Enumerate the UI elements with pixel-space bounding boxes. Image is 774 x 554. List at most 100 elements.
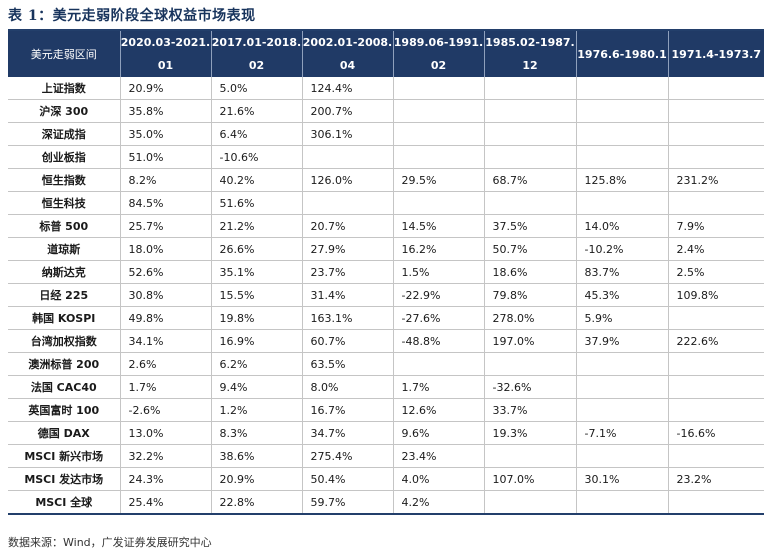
header-period-3: 2002.01-2008. 04 xyxy=(301,31,393,77)
return-cell xyxy=(393,145,485,169)
return-cell xyxy=(668,99,764,123)
return-cell: 2.6% xyxy=(120,352,212,376)
return-cell: 5.9% xyxy=(576,306,669,330)
header-line: 2020.03-2021. xyxy=(120,36,211,49)
return-cell: 49.8% xyxy=(120,306,212,330)
return-cell: 9.4% xyxy=(211,375,303,399)
header-row: 美元走弱区间 2020.03-2021. 01 2017.01-2018. 02 2002… xyxy=(8,31,764,77)
header-line: 2017.01-2018. xyxy=(211,36,302,49)
table-row: 纳斯达克 52.6% 35.1% 23.7% 1.5% 18.6% 83.7% 2.5% xyxy=(8,260,764,284)
return-cell: 18.6% xyxy=(484,260,577,284)
return-cell xyxy=(484,490,577,515)
return-cell xyxy=(393,77,485,100)
return-cell: 15.5% xyxy=(211,283,303,307)
return-cell xyxy=(576,444,669,468)
return-cell: 25.7% xyxy=(120,214,212,238)
return-cell: 84.5% xyxy=(120,191,212,215)
return-cell: 8.2% xyxy=(120,168,212,192)
table-row: 德国 DAX 13.0% 8.3% 34.7% 9.6% 19.3% -7.1% -16.6% xyxy=(8,421,764,445)
table-row: 深证成指 35.0% 6.4% 306.1% xyxy=(8,122,764,146)
return-cell xyxy=(668,145,764,169)
return-cell: 275.4% xyxy=(302,444,394,468)
return-cell: 18.0% xyxy=(120,237,212,261)
return-cell: -16.6% xyxy=(668,421,764,445)
return-cell xyxy=(484,352,577,376)
table-row: 恒生指数 8.2% 40.2% 126.0% 29.5% 68.7% 125.8% 231.2… xyxy=(8,168,764,192)
return-cell: 26.6% xyxy=(211,237,303,261)
return-cell: 30.8% xyxy=(120,283,212,307)
header-line: 1985.02-1987. xyxy=(485,36,575,49)
return-cell xyxy=(668,352,764,376)
return-cell xyxy=(576,490,669,515)
return-cell: 9.6% xyxy=(393,421,485,445)
return-cell xyxy=(668,306,764,330)
return-cell: 29.5% xyxy=(393,168,485,192)
return-cell xyxy=(668,191,764,215)
return-cell xyxy=(576,145,669,169)
return-cell xyxy=(484,122,577,146)
index-name-cell: 英国富时 100 xyxy=(8,398,121,422)
return-cell: 21.6% xyxy=(211,99,303,123)
table-title: 表 1：美元走弱阶段全球权益市场表现 xyxy=(8,8,256,24)
return-cell: -10.6% xyxy=(211,145,303,169)
return-cell: 23.4% xyxy=(393,444,485,468)
return-cell: 22.8% xyxy=(211,490,303,515)
return-cell: 38.6% xyxy=(211,444,303,468)
header-line: 12 xyxy=(522,59,538,72)
table-row: MSCI 新兴市场 32.2% 38.6% 275.4% 23.4% xyxy=(8,444,764,468)
return-cell: -7.1% xyxy=(576,421,669,445)
table-row: 上证指数 20.9% 5.0% 124.4% xyxy=(8,77,764,100)
return-cell: 31.4% xyxy=(302,283,394,307)
table-row: 英国富时 100 -2.6% 1.2% 16.7% 12.6% 33.7% xyxy=(8,398,764,422)
index-name-cell: 标普 500 xyxy=(8,214,121,238)
return-cell: 51.6% xyxy=(211,191,303,215)
header-line: 1976.6-1980.1 xyxy=(577,47,667,61)
index-name-cell: 道琼斯 xyxy=(8,237,121,261)
return-cell: 126.0% xyxy=(302,168,394,192)
return-cell: 12.6% xyxy=(393,398,485,422)
return-cell: 45.3% xyxy=(576,283,669,307)
return-cell: 197.0% xyxy=(484,329,577,353)
index-name-cell: 上证指数 xyxy=(8,77,121,100)
return-cell: 1.5% xyxy=(393,260,485,284)
return-cell: 23.2% xyxy=(668,467,764,491)
return-cell: 16.9% xyxy=(211,329,303,353)
return-cell: 4.0% xyxy=(393,467,485,491)
return-cell: 21.2% xyxy=(211,214,303,238)
return-cell: 231.2% xyxy=(668,168,764,192)
return-cell: 222.6% xyxy=(668,329,764,353)
return-cell: -27.6% xyxy=(393,306,485,330)
return-cell: 30.1% xyxy=(576,467,669,491)
return-cell: 19.3% xyxy=(484,421,577,445)
return-cell: -32.6% xyxy=(484,375,577,399)
return-cell: 306.1% xyxy=(302,122,394,146)
return-cell xyxy=(576,99,669,123)
index-name-cell: 恒生科技 xyxy=(8,191,121,215)
header-line: 01 xyxy=(157,59,174,72)
return-cell: 34.7% xyxy=(302,421,394,445)
return-cell: -22.9% xyxy=(393,283,485,307)
return-cell xyxy=(668,375,764,399)
return-cell: 14.5% xyxy=(393,214,485,238)
return-cell: -10.2% xyxy=(576,237,669,261)
return-cell: 14.0% xyxy=(576,214,669,238)
index-name-cell: 深证成指 xyxy=(8,122,121,146)
header-period-2: 2017.01-2018. 02 xyxy=(210,31,302,77)
return-cell: 60.7% xyxy=(302,329,394,353)
return-cell: -2.6% xyxy=(120,398,212,422)
return-cell: 7.9% xyxy=(668,214,764,238)
return-cell xyxy=(668,77,764,100)
return-cell xyxy=(484,444,577,468)
return-cell: 163.1% xyxy=(302,306,394,330)
return-cell: 50.4% xyxy=(302,467,394,491)
return-cell xyxy=(484,145,577,169)
table-row: 澳洲标普 200 2.6% 6.2% 63.5% xyxy=(8,352,764,376)
return-cell: 79.8% xyxy=(484,283,577,307)
return-cell: 109.8% xyxy=(668,283,764,307)
index-name-cell: 创业板指 xyxy=(8,145,121,169)
header-line: 04 xyxy=(339,59,356,72)
index-name-cell: 德国 DAX xyxy=(8,421,121,445)
title-rule xyxy=(8,29,764,31)
return-cell: 278.0% xyxy=(484,306,577,330)
return-cell: 2.4% xyxy=(668,237,764,261)
